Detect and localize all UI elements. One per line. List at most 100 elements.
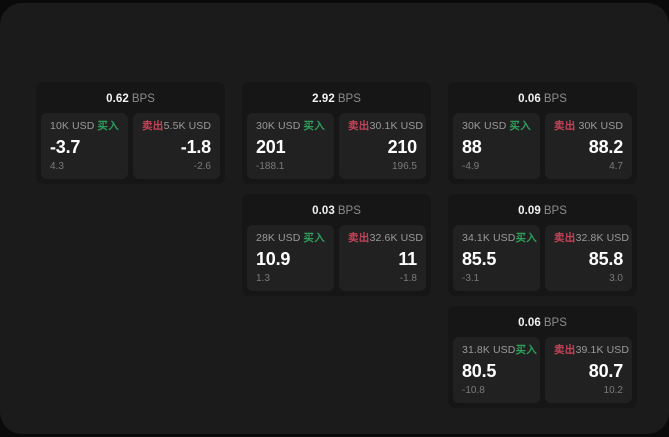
buy-delta: -3.1 (462, 273, 480, 284)
buy-value: 80.5 (462, 361, 497, 382)
bps-value: 0.06 (518, 317, 541, 329)
sell-value: 88.2 (588, 137, 623, 158)
sell-value: -1.8 (180, 137, 211, 158)
buy-value: 85.5 (462, 249, 497, 270)
spread-card[interactable]: 0.03 BPS 28K USD 买入 10.9 1.3 卖出 32.6K USD 11 -1.8 (242, 194, 431, 296)
buy-size-label: 30K USD (256, 120, 301, 132)
spread-card-grid: 0.62 BPS 10K USD 买入 -3.7 4.3 卖出 5.5K USD -1.8 -2.… (36, 82, 637, 408)
sell-pane[interactable]: 卖出 39.1K USD 80.7 10.2 (545, 337, 632, 403)
buy-delta: -188.1 (256, 161, 285, 172)
pane-header: 34.1K USD 买入 (462, 232, 537, 244)
buy-size-label: 28K USD (256, 232, 301, 244)
pane-row: 34.1K USD 买入 85.5 -3.1 卖出 32.8K USD 85.8 3.0 (453, 225, 632, 291)
buy-value: -3.7 (50, 137, 81, 158)
buy-pane[interactable]: 30K USD 买入 88 -4.9 (453, 113, 540, 179)
spread-card[interactable]: 2.92 BPS 30K USD 买入 201 -188.1 卖出 30.1K USD 210 1… (242, 82, 431, 184)
sell-pane[interactable]: 卖出 32.6K USD 11 -1.8 (339, 225, 426, 291)
spread-card[interactable]: 0.62 BPS 10K USD 买入 -3.7 4.3 卖出 5.5K USD -1.8 -2.… (36, 82, 225, 184)
column-2: 2.92 BPS 30K USD 买入 201 -188.1 卖出 30.1K USD 210 1… (242, 82, 431, 296)
bps-unit-label: BPS (337, 93, 361, 105)
sell-pane[interactable]: 卖出 5.5K USD -1.8 -2.6 (133, 113, 220, 179)
buy-value: 88 (462, 137, 482, 158)
bps-header: 0.06 BPS (453, 88, 632, 113)
buy-delta: -4.9 (462, 161, 480, 172)
bps-unit-label: BPS (337, 205, 361, 217)
buy-pane[interactable]: 31.8K USD 买入 80.5 -10.8 (453, 337, 540, 403)
buy-tag: 买入 (303, 232, 325, 244)
sell-value: 210 (387, 137, 418, 158)
sell-delta: -2.6 (193, 161, 211, 172)
pane-header: 卖出 5.5K USD (142, 121, 211, 132)
pane-row: 30K USD 买入 201 -188.1 卖出 30.1K USD 210 196.5 (247, 113, 426, 179)
sell-size-label: 39.1K USD (575, 344, 630, 356)
sell-delta: 3.0 (609, 273, 623, 284)
spread-card[interactable]: 0.06 BPS 31.8K USD 买入 80.5 -10.8 卖出 39.1K USD 80… (448, 306, 637, 408)
pane-header: 卖出 39.1K USD (554, 344, 629, 356)
bps-value: 0.06 (518, 93, 541, 105)
sell-tag: 卖出 (348, 120, 370, 132)
pane-header: 30K USD 买入 (462, 121, 531, 132)
sell-delta: 196.5 (391, 161, 417, 172)
buy-pane[interactable]: 28K USD 买入 10.9 1.3 (247, 225, 334, 291)
buy-tag: 买入 (515, 344, 538, 356)
sell-delta: 4.7 (609, 161, 623, 172)
bps-unit-label: BPS (543, 93, 567, 105)
buy-size-label: 31.8K USD (462, 344, 516, 356)
sell-pane[interactable]: 卖出 32.8K USD 85.8 3.0 (545, 225, 632, 291)
bps-value: 0.62 (106, 93, 129, 105)
buy-pane[interactable]: 34.1K USD 买入 85.5 -3.1 (453, 225, 540, 291)
bps-header: 0.09 BPS (453, 200, 632, 225)
buy-value: 201 (256, 137, 286, 158)
buy-tag: 买入 (509, 120, 531, 132)
bps-unit-label: BPS (543, 317, 567, 329)
bps-value: 2.92 (312, 93, 335, 105)
sell-tag: 卖出 (554, 344, 576, 356)
column-1: 0.62 BPS 10K USD 买入 -3.7 4.3 卖出 5.5K USD -1.8 -2.… (36, 82, 225, 184)
sell-tag: 卖出 (348, 232, 370, 244)
sell-tag: 卖出 (554, 232, 576, 244)
pane-header: 卖出 32.6K USD (348, 232, 423, 244)
spread-card[interactable]: 0.06 BPS 30K USD 买入 88 -4.9 卖出 30K USD 88.2 4.7 (448, 82, 637, 184)
bps-header: 0.03 BPS (247, 200, 426, 225)
pane-header: 28K USD 买入 (256, 233, 325, 244)
sell-value: 80.7 (588, 361, 623, 382)
buy-delta: -10.8 (462, 385, 485, 396)
buy-delta: 4.3 (50, 161, 64, 172)
buy-value: 10.9 (256, 249, 291, 270)
bps-header: 0.62 BPS (41, 88, 220, 113)
buy-tag: 买入 (303, 120, 325, 132)
sell-size-label: 32.8K USD (575, 232, 630, 244)
buy-tag: 买入 (515, 232, 538, 244)
sell-value: 85.8 (588, 249, 623, 270)
spread-card[interactable]: 0.09 BPS 34.1K USD 买入 85.5 -3.1 卖出 32.8K USD 85.… (448, 194, 637, 296)
sell-tag: 卖出 (554, 120, 576, 132)
pane-header: 卖出 32.8K USD (554, 232, 629, 244)
buy-size-label: 34.1K USD (462, 232, 516, 244)
dashboard-panel: 0.62 BPS 10K USD 买入 -3.7 4.3 卖出 5.5K USD -1.8 -2.… (0, 3, 669, 434)
bps-header: 2.92 BPS (247, 88, 426, 113)
bps-unit-label: BPS (543, 205, 567, 217)
pane-row: 28K USD 买入 10.9 1.3 卖出 32.6K USD 11 -1.8 (247, 225, 426, 291)
pane-row: 31.8K USD 买入 80.5 -10.8 卖出 39.1K USD 80.7 10.2 (453, 337, 632, 403)
bps-header: 0.06 BPS (453, 312, 632, 337)
sell-size-label: 30K USD (578, 120, 623, 132)
sell-pane[interactable]: 卖出 30.1K USD 210 196.5 (339, 113, 426, 179)
buy-size-label: 10K USD (50, 120, 95, 132)
buy-pane[interactable]: 10K USD 买入 -3.7 4.3 (41, 113, 128, 179)
pane-row: 10K USD 买入 -3.7 4.3 卖出 5.5K USD -1.8 -2.6 (41, 113, 220, 179)
buy-size-label: 30K USD (462, 120, 507, 132)
sell-tag: 卖出 (142, 120, 164, 132)
pane-header: 31.8K USD 买入 (462, 344, 537, 356)
pane-header: 30K USD 买入 (256, 121, 325, 132)
buy-pane[interactable]: 30K USD 买入 201 -188.1 (247, 113, 334, 179)
pane-row: 30K USD 买入 88 -4.9 卖出 30K USD 88.2 4.7 (453, 113, 632, 179)
sell-size-label: 30.1K USD (369, 120, 424, 132)
pane-header: 卖出 30.1K USD (348, 120, 423, 132)
bps-value: 0.09 (518, 205, 541, 217)
bps-unit-label: BPS (131, 93, 155, 105)
column-3: 0.06 BPS 30K USD 买入 88 -4.9 卖出 30K USD 88.2 4.7 0.… (448, 82, 637, 408)
sell-pane[interactable]: 卖出 30K USD 88.2 4.7 (545, 113, 632, 179)
sell-value: 11 (398, 249, 417, 270)
pane-header: 卖出 30K USD (554, 121, 623, 132)
